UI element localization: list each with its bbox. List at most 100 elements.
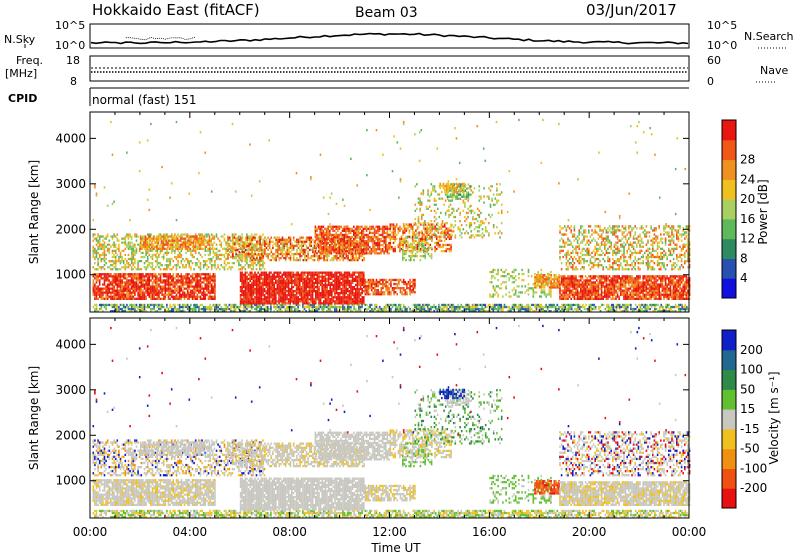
data-cell <box>417 303 419 307</box>
data-cell <box>168 243 171 246</box>
data-cell <box>292 302 295 305</box>
data-cell <box>146 245 148 248</box>
data-cell <box>146 289 149 292</box>
data-cell <box>241 273 243 276</box>
data-cell <box>239 310 242 313</box>
data-cell <box>189 247 192 250</box>
data-cell <box>155 239 158 242</box>
data-cell <box>129 293 131 296</box>
data-cell <box>335 287 338 291</box>
data-cell <box>315 277 317 280</box>
data-cell <box>223 262 226 265</box>
data-cell <box>204 291 207 294</box>
data-cell <box>508 307 511 311</box>
data-cell <box>334 310 336 313</box>
data-cell <box>297 298 299 301</box>
data-cell <box>154 245 157 248</box>
data-cell <box>266 305 269 309</box>
data-cell <box>375 291 378 294</box>
data-cell <box>262 300 264 303</box>
data-cell <box>193 287 195 290</box>
data-cell <box>267 296 269 299</box>
data-cell <box>200 241 203 244</box>
data-cell <box>114 293 117 296</box>
data-cell <box>265 302 267 305</box>
data-cell <box>316 279 319 282</box>
data-cell <box>260 302 263 305</box>
data-cell <box>334 294 336 297</box>
data-cell <box>311 307 314 311</box>
data-cell <box>343 305 346 309</box>
data-cell <box>598 305 600 309</box>
data-cell <box>312 246 314 250</box>
data-cell <box>130 283 133 286</box>
data-cell <box>106 285 109 288</box>
data-cell <box>95 268 98 271</box>
data-cell <box>302 287 304 291</box>
data-cell <box>143 295 146 298</box>
data-cell <box>516 305 519 309</box>
data-cell <box>276 300 279 303</box>
data-cell <box>564 307 567 311</box>
data-cell <box>521 303 523 307</box>
data-cell <box>292 273 295 276</box>
data-cell <box>105 293 107 296</box>
data-cell <box>347 294 349 297</box>
data-cell <box>327 279 330 282</box>
data-cell <box>191 295 194 298</box>
data-cell <box>209 289 211 292</box>
data-cell <box>343 273 346 276</box>
data-cell <box>318 303 320 307</box>
data-cell <box>95 273 98 276</box>
data-cell <box>94 268 96 271</box>
data-cell <box>562 307 565 311</box>
data-cell <box>358 240 361 243</box>
data-cell <box>273 283 275 287</box>
data-cell <box>278 305 280 309</box>
data-cell <box>170 245 172 248</box>
data-cell <box>251 250 253 254</box>
data-cell <box>127 297 130 300</box>
data-cell <box>417 307 419 311</box>
data-cell <box>249 252 252 256</box>
data-cell <box>106 287 109 290</box>
data-cell <box>358 283 360 287</box>
data-cell <box>348 302 351 305</box>
data-cell <box>138 247 141 250</box>
data-cell <box>396 285 399 288</box>
data-cell <box>466 303 469 307</box>
data-cell <box>519 305 522 309</box>
data-cell <box>315 281 317 285</box>
data-cell <box>142 303 144 307</box>
data-cell <box>102 239 104 242</box>
data-cell <box>281 300 283 303</box>
data-cell <box>129 247 131 250</box>
data-cell <box>654 310 656 313</box>
data-cell <box>140 293 143 296</box>
data-cell <box>383 293 386 296</box>
data-cell <box>399 291 402 294</box>
data-cell <box>256 255 258 258</box>
data-cell <box>468 307 471 311</box>
data-cell <box>348 259 351 262</box>
data-cell <box>145 251 147 255</box>
data-cell <box>283 296 285 299</box>
data-cell <box>270 296 272 299</box>
data-cell <box>316 307 319 311</box>
data-cell <box>380 307 383 311</box>
data-cell <box>259 298 261 301</box>
data-cell <box>506 310 509 313</box>
data-cell <box>243 246 245 250</box>
data-cell <box>287 273 290 276</box>
data-cell <box>319 279 322 282</box>
data-cell <box>265 252 268 256</box>
data-cell <box>350 292 352 295</box>
data-cell <box>126 273 128 276</box>
data-cell <box>407 280 410 284</box>
data-cell <box>660 305 663 309</box>
data-cell <box>142 277 144 280</box>
data-cell <box>244 277 247 280</box>
data-cell <box>268 294 271 297</box>
data-cell <box>276 244 279 247</box>
data-cell <box>307 238 309 241</box>
